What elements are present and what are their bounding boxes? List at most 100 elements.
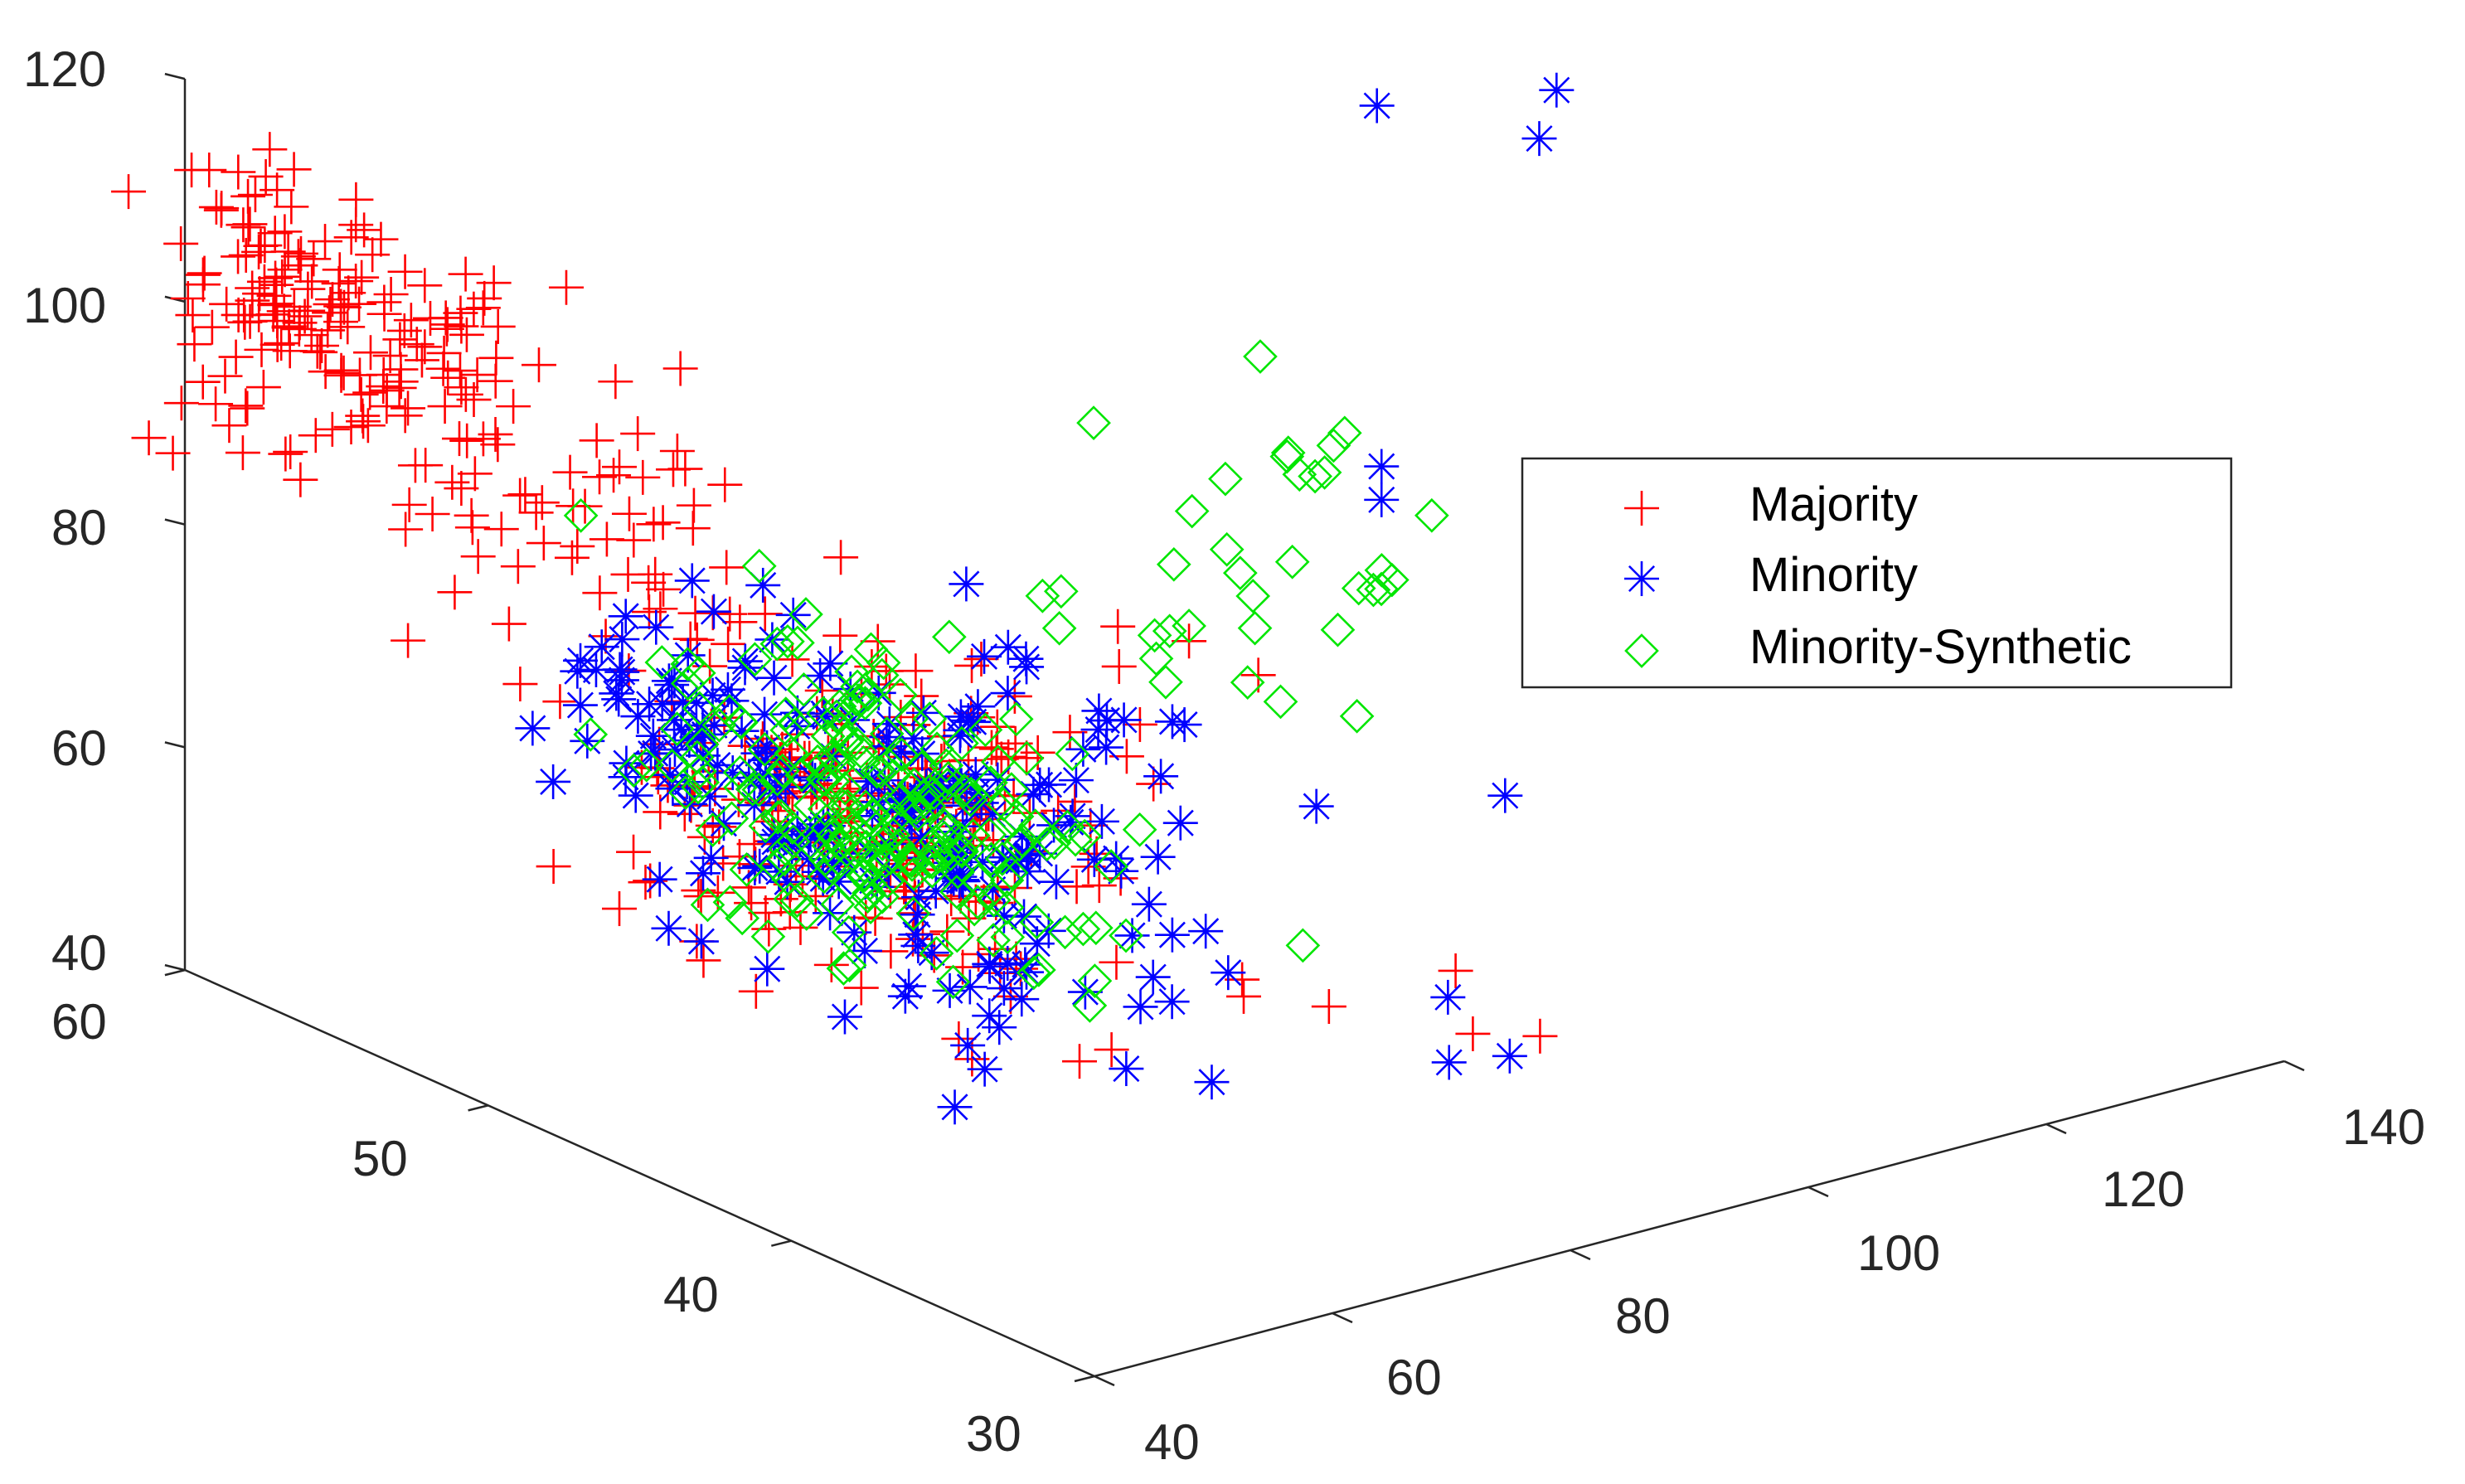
point-minority-synthetic xyxy=(838,681,874,717)
point-minority xyxy=(1135,959,1171,995)
point-minority-synthetic xyxy=(1341,570,1376,606)
point-minority xyxy=(644,686,680,722)
point-majority xyxy=(675,511,711,546)
y-tick-mark xyxy=(164,968,186,977)
point-minority-synthetic xyxy=(1138,641,1174,677)
point-minority xyxy=(727,643,763,679)
point-minority xyxy=(696,594,731,629)
point-minority-synthetic xyxy=(935,964,971,1000)
point-minority-synthetic xyxy=(953,782,988,817)
point-minority-synthetic xyxy=(808,841,843,877)
legend-marker-minority-synthetic xyxy=(1624,633,1659,668)
point-minority-synthetic xyxy=(770,861,806,897)
point-minority xyxy=(1140,839,1176,875)
point-minority-synthetic xyxy=(759,847,793,883)
point-majority xyxy=(518,495,554,531)
point-majority xyxy=(344,259,380,295)
point-minority-synthetic xyxy=(793,788,828,823)
point-majority xyxy=(308,224,343,259)
x-tick-label: 60 xyxy=(1386,1350,1442,1405)
point-majority xyxy=(582,575,618,611)
point-majority xyxy=(387,254,423,289)
x-tick-label: 100 xyxy=(1857,1225,1940,1281)
point-majority xyxy=(441,421,477,457)
point-majority xyxy=(264,259,300,294)
point-majority xyxy=(369,373,405,409)
point-minority-synthetic xyxy=(750,919,786,954)
point-minority xyxy=(943,699,978,735)
point-minority-synthetic xyxy=(835,691,870,726)
point-minority-synthetic xyxy=(1209,531,1245,567)
point-majority xyxy=(526,526,561,561)
point-minority xyxy=(750,951,785,987)
point-minority xyxy=(608,599,643,634)
y-tick-label: 60 xyxy=(51,994,107,1050)
point-minority xyxy=(982,1010,1017,1045)
point-majority xyxy=(264,326,299,361)
point-minority-synthetic xyxy=(984,841,1020,876)
point-majority xyxy=(465,290,501,326)
point-majority xyxy=(524,485,560,521)
point-majority xyxy=(646,571,682,607)
point-minority-synthetic xyxy=(628,747,664,783)
point-majority xyxy=(454,510,490,546)
point-majority xyxy=(276,152,312,187)
point-minority-synthetic xyxy=(986,787,1021,822)
point-majority xyxy=(203,192,239,228)
point-minority xyxy=(604,622,640,657)
point-majority xyxy=(611,496,647,531)
point-majority xyxy=(734,885,769,921)
point-majority xyxy=(373,277,409,313)
z-tick-mark xyxy=(164,518,186,526)
point-minority xyxy=(950,1027,986,1063)
point-minority-synthetic xyxy=(980,744,1016,779)
point-majority xyxy=(294,264,330,299)
point-minority xyxy=(599,676,634,711)
point-majority xyxy=(449,317,484,352)
y-tick-label: 40 xyxy=(663,1267,719,1322)
point-majority xyxy=(667,796,702,832)
point-minority xyxy=(1084,803,1119,839)
point-majority xyxy=(667,451,703,487)
point-majority xyxy=(1101,648,1137,684)
point-majority xyxy=(245,370,281,405)
point-minority-synthetic xyxy=(989,863,1025,898)
point-minority-synthetic xyxy=(826,951,861,986)
point-minority xyxy=(847,933,882,968)
point-minority-synthetic xyxy=(616,753,652,788)
point-minority xyxy=(1067,974,1103,1010)
point-majority xyxy=(194,309,230,345)
point-minority-synthetic xyxy=(714,801,750,836)
point-minority xyxy=(1106,702,1142,738)
point-majority xyxy=(294,318,329,353)
point-majority xyxy=(338,182,374,217)
point-minority-synthetic xyxy=(723,769,758,805)
point-majority xyxy=(343,376,379,412)
point-minority xyxy=(683,924,719,959)
point-majority xyxy=(382,322,418,357)
point-majority xyxy=(929,914,965,949)
point-majority xyxy=(283,462,318,497)
point-majority xyxy=(941,1021,977,1056)
point-majority xyxy=(298,418,333,453)
point-minority-synthetic xyxy=(810,810,845,846)
point-majority xyxy=(507,477,543,512)
point-minority-synthetic xyxy=(813,849,849,884)
point-minority-synthetic xyxy=(864,657,900,693)
point-minority-synthetic xyxy=(1414,497,1449,533)
point-minority-synthetic xyxy=(684,727,720,762)
point-minority xyxy=(562,687,598,723)
point-minority-synthetic xyxy=(773,881,808,917)
point-majority xyxy=(1094,1032,1129,1068)
point-minority-synthetic xyxy=(780,625,815,661)
point-majority xyxy=(177,327,212,362)
point-minority xyxy=(1123,989,1158,1025)
x-tick-mark xyxy=(1094,1375,1115,1387)
point-minority-synthetic xyxy=(1021,953,1056,987)
point-minority-synthetic xyxy=(947,773,982,808)
point-minority-synthetic xyxy=(1285,928,1321,963)
point-majority xyxy=(437,575,473,610)
point-majority xyxy=(1081,868,1117,904)
point-minority-synthetic xyxy=(768,832,803,866)
point-minority-synthetic xyxy=(912,844,947,880)
